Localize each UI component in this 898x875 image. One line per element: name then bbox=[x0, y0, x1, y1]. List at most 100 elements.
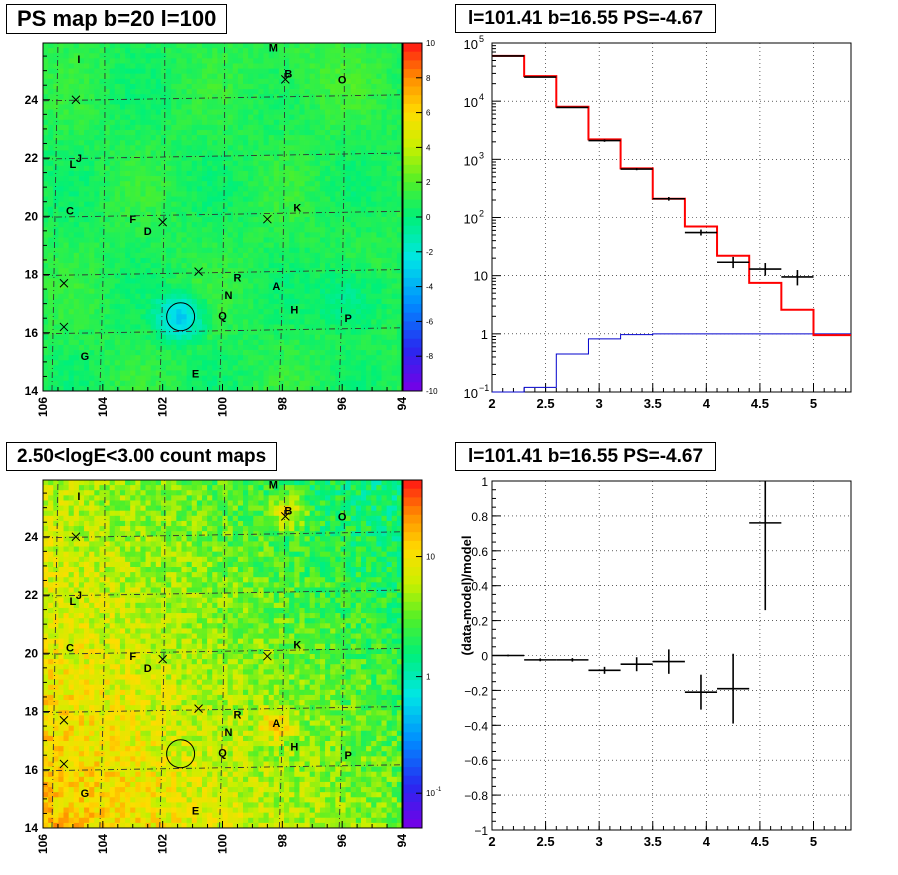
count-map-cross-marker bbox=[280, 512, 290, 521]
ps-map-panel: M I B O J L C F D K R A N H Q P G E 14 16 18 20 22 24 106 104 102 1… bbox=[0, 0, 449, 438]
ps-map-source-label-B: B bbox=[284, 69, 292, 81]
count-map-source-label-J: J bbox=[76, 590, 82, 602]
residual-x-tick-label: 2 bbox=[488, 834, 495, 849]
ps-map-source-label-Q: Q bbox=[218, 310, 227, 322]
ps-map-source-label-I: I bbox=[77, 54, 80, 66]
count-map-graticule bbox=[42, 479, 403, 829]
count-map-source-label-K: K bbox=[293, 640, 301, 652]
count-map-cross-marker bbox=[59, 759, 69, 769]
count-colorbar-exponent: -1 bbox=[436, 787, 442, 793]
ps-colorbar-tick-label: 6 bbox=[426, 109, 431, 118]
ps-map-colorbar bbox=[403, 43, 422, 392]
ps-map-y-tick-label: 18 bbox=[25, 268, 39, 282]
ps-map-source-label-N: N bbox=[225, 290, 233, 302]
residual-data-point bbox=[652, 649, 685, 674]
residual-y-tick-label: 0.6 bbox=[471, 545, 488, 559]
residual-y-tick-label: −0.4 bbox=[464, 719, 488, 733]
residual-x-tick-label: 4 bbox=[703, 834, 711, 849]
ps-map-x-tick-label: 94 bbox=[395, 397, 409, 411]
count-map-source-label-D: D bbox=[144, 663, 152, 675]
spectrum-y-tick-exponent: 4 bbox=[479, 92, 484, 102]
ps-colorbar-tick-label: -8 bbox=[426, 352, 434, 361]
ps-map-source-label-D: D bbox=[144, 226, 152, 238]
spectrum-background-line bbox=[492, 333, 851, 393]
ps-colorbar-tick-label: 4 bbox=[426, 143, 431, 152]
spectrum-x-tick-label: 2.5 bbox=[537, 396, 555, 411]
ps-map-source-label-L: L bbox=[70, 159, 77, 171]
count-map-y-tick-label: 22 bbox=[25, 588, 39, 602]
count-map-source-label-O: O bbox=[338, 511, 347, 523]
ps-colorbar-tick-label: -6 bbox=[426, 317, 434, 326]
spectrum-y-tick-exponent: 3 bbox=[479, 150, 484, 160]
spectrum-y-tick-exponent: 5 bbox=[479, 34, 484, 44]
spectrum-title: l=101.41 b=16.55 PS=-4.67 bbox=[455, 4, 717, 33]
residual-data-point bbox=[492, 654, 525, 657]
residual-data-point bbox=[556, 658, 589, 662]
ps-colorbar-tick-label: 10 bbox=[426, 39, 435, 48]
ps-map-cross-marker bbox=[263, 214, 272, 224]
count-map-y-tick-label: 16 bbox=[25, 763, 39, 777]
residual-x-tick-label: 3 bbox=[596, 834, 603, 849]
residual-y-tick-label: 0.8 bbox=[471, 510, 488, 524]
ps-map-x-tick-label: 98 bbox=[275, 397, 289, 411]
ps-map-x-tick-label: 102 bbox=[156, 397, 170, 417]
ps-map-y-tick-label: 24 bbox=[25, 93, 39, 107]
residual-frame bbox=[491, 480, 852, 831]
residual-x-tick-label: 5 bbox=[810, 834, 817, 849]
spectrum-data-point bbox=[620, 167, 653, 171]
count-map-cross-marker bbox=[263, 651, 272, 661]
ps-map-source-label-C: C bbox=[66, 205, 74, 217]
ps-map-source-label-R: R bbox=[233, 272, 241, 284]
ps-map-title: PS map b=20 l=100 bbox=[6, 4, 228, 34]
spectrum-x-tick-label: 3 bbox=[596, 396, 603, 411]
residual-data-point bbox=[684, 674, 718, 710]
ps-map-source-label-H: H bbox=[290, 304, 298, 316]
ps-map-source-label-O: O bbox=[338, 74, 347, 86]
residual-data-point bbox=[749, 481, 782, 611]
residual-y-axis-label: (data-model)/model bbox=[459, 536, 474, 656]
ps-colorbar-tick-label: -2 bbox=[426, 248, 434, 257]
spectrum-panel: 2 2.5 3 3.5 4 4.5 5 10 5 10 4 10 3 10 2 10 1 10 −1 l=101.4… bbox=[449, 0, 898, 438]
count-map-y-tick-label: 18 bbox=[25, 705, 39, 719]
count-map-source-label-R: R bbox=[233, 709, 241, 721]
residual-y-tick-label: 0.2 bbox=[471, 615, 488, 629]
ps-map-cross-marker bbox=[59, 278, 69, 288]
count-map-source-label-P: P bbox=[344, 750, 351, 762]
ps-map-x-tick-label: 100 bbox=[216, 397, 230, 417]
spectrum-data-point bbox=[684, 229, 718, 236]
ps-map-cross-marker bbox=[71, 95, 81, 105]
count-map-x-tick-label: 102 bbox=[156, 834, 170, 854]
spectrum-y-tick-label: 10 bbox=[464, 386, 478, 401]
ps-map-cross-marker bbox=[59, 322, 69, 332]
count-map-source-label-N: N bbox=[225, 727, 233, 739]
spectrum-data-point bbox=[717, 256, 750, 269]
residual-panel: 2 2.5 3 3.5 4 4.5 5 1 0.8 0.6 0.4 0.2 0 −0.2 −0.4 −0.6 −… bbox=[449, 438, 898, 875]
count-map-y-tick-label: 20 bbox=[25, 646, 39, 660]
count-map-cross-marker bbox=[71, 532, 81, 542]
ps-map-cross-marker bbox=[194, 267, 203, 276]
ps-map-source-label-K: K bbox=[293, 203, 301, 215]
residual-y-tick-label: −0.2 bbox=[464, 684, 488, 698]
residual-data-point bbox=[620, 657, 653, 672]
ps-map-source-label-J: J bbox=[76, 153, 82, 165]
spectrum-y-tick-label: 10 bbox=[474, 269, 488, 284]
residual-y-tick-label: 1 bbox=[481, 475, 488, 489]
ps-map-y-tick-label: 20 bbox=[25, 209, 39, 223]
count-map-source-label-H: H bbox=[290, 741, 298, 753]
ps-colorbar-tick-label: 2 bbox=[426, 178, 431, 187]
spectrum-x-tick-label: 4 bbox=[703, 396, 711, 411]
spectrum-y-tick-label: 10 bbox=[464, 153, 478, 168]
residual-x-tick-label: 3.5 bbox=[644, 834, 662, 849]
count-map-source-label-A: A bbox=[272, 718, 280, 730]
ps-map-x-tick-label: 104 bbox=[96, 397, 110, 417]
spectrum-y-tick-label: 1 bbox=[481, 327, 488, 342]
count-map-y-tick-label: 14 bbox=[25, 821, 39, 835]
residual-data-point bbox=[524, 658, 557, 662]
count-map-source-label-M: M bbox=[269, 479, 278, 491]
ps-map-cross-marker bbox=[158, 217, 168, 227]
ps-colorbar-tick-label: -4 bbox=[426, 283, 434, 292]
residual-y-tick-label: −0.6 bbox=[464, 754, 488, 768]
ps-map-y-tick-label: 16 bbox=[25, 326, 39, 340]
ps-map-source-label-F: F bbox=[129, 214, 136, 226]
spectrum-y-tick-label: 10 bbox=[464, 212, 478, 227]
